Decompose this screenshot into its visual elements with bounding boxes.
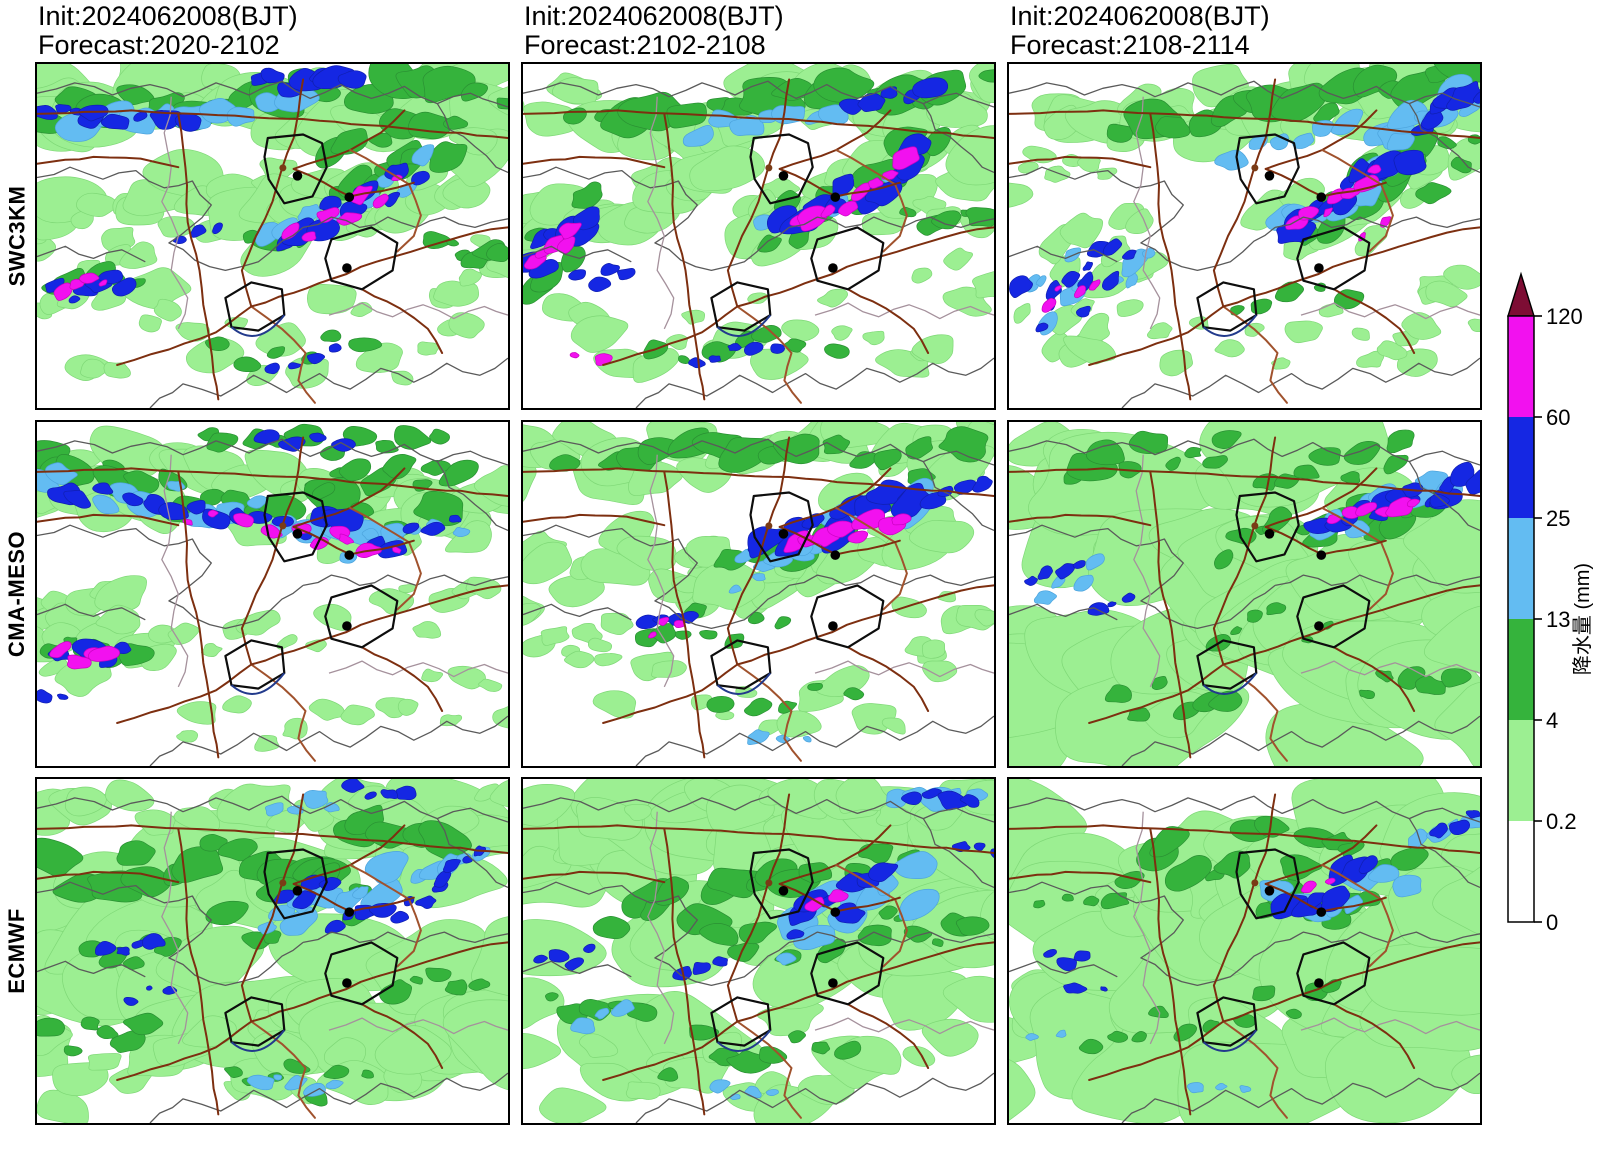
map-panel-cma-meso-2020-2102: [35, 420, 510, 768]
river-lines-layer: [37, 793, 508, 1119]
column-title-3: Init:2024062008(BJT) Forecast:2108-2114: [1010, 2, 1270, 60]
colorbar-tick-label: 25: [1546, 506, 1570, 531]
row-label-swc3km: SWC3KM: [4, 185, 29, 287]
map-panel-ecmwf-2102-2108: [521, 777, 996, 1125]
row-label-cma-meso: CMA-MESO: [4, 530, 29, 658]
colorbar-segments: [1508, 316, 1534, 922]
province-boundaries-layer: [523, 80, 994, 408]
init-label-3: Init:2024062008(BJT): [1010, 1, 1270, 31]
precip-layer: [37, 423, 508, 752]
colorbar-tick-label: 0: [1546, 910, 1558, 935]
province-boundaries-layer: [523, 795, 994, 1123]
colorbar-svg: 120 60 25 13 4 0.2 0 降水量 (mm): [1507, 271, 1594, 935]
colorbar-arrow: [1507, 271, 1535, 317]
station-dots-layer: [1251, 879, 1327, 988]
map-panel-cma-meso-2102-2108: [521, 420, 996, 768]
river-lines-layer: [523, 78, 994, 404]
forecast-label-3: Forecast:2108-2114: [1010, 30, 1250, 60]
province-boundaries-layer: [1009, 438, 1480, 766]
colorbar-tick-label: 120: [1546, 304, 1583, 329]
target-outlines-layer: [710, 491, 885, 695]
province-boundaries-layer: [1009, 80, 1480, 408]
target-outlines-layer: [1196, 491, 1371, 695]
map-panel-cma-meso-2108-2114: [1007, 420, 1482, 768]
province-boundaries-layer: [523, 438, 994, 766]
precip-layer: [523, 779, 994, 1123]
init-label-1: Init:2024062008(BJT): [38, 1, 298, 31]
station-dots-layer: [765, 879, 841, 988]
station-dots-layer: [279, 522, 355, 631]
colorbar-tick-label: 4: [1546, 708, 1558, 733]
column-title-1: Init:2024062008(BJT) Forecast:2020-2102: [38, 2, 298, 60]
station-dots-layer: [279, 879, 355, 988]
province-boundaries-layer: [37, 438, 508, 766]
row-label-box-1: SWC3KM: [0, 62, 34, 410]
river-lines-layer: [1009, 793, 1480, 1119]
map-svg: [37, 779, 508, 1123]
target-outlines-layer: [224, 848, 399, 1052]
province-boundaries-layer: [37, 80, 508, 408]
map-svg: [523, 779, 994, 1123]
river-lines-layer: [1009, 78, 1480, 404]
column-title-2: Init:2024062008(BJT) Forecast:2102-2108: [524, 2, 784, 60]
target-outlines-layer: [710, 848, 885, 1052]
colorbar: 120 60 25 13 4 0.2 0 降水量 (mm): [1490, 240, 1600, 970]
map-svg: [37, 64, 508, 408]
province-boundaries-layer: [1009, 795, 1480, 1123]
precip-layer: [1009, 779, 1480, 1123]
map-panel-swc3km-2020-2102: [35, 62, 510, 410]
station-dots-layer: [1251, 522, 1327, 631]
colorbar-title: 降水量 (mm): [1571, 563, 1594, 675]
station-dots-layer: [279, 164, 355, 273]
map-svg: [1009, 422, 1480, 766]
map-panel-ecmwf-2108-2114: [1007, 777, 1482, 1125]
river-lines-layer: [523, 793, 994, 1119]
target-outlines-layer: [1196, 848, 1371, 1052]
map-svg: [37, 422, 508, 766]
init-label-2: Init:2024062008(BJT): [524, 1, 784, 31]
row-label-ecmwf: ECMWF: [4, 908, 29, 994]
target-outlines-layer: [224, 491, 399, 695]
target-outlines-layer: [1196, 133, 1371, 337]
row-label-box-3: ECMWF: [0, 777, 34, 1125]
map-svg: [1009, 779, 1480, 1123]
row-label-box-2: CMA-MESO: [0, 420, 34, 768]
target-outlines-layer: [710, 133, 885, 337]
map-panel-swc3km-2102-2108: [521, 62, 996, 410]
station-dots-layer: [765, 164, 841, 273]
colorbar-tick-labels: 120 60 25 13 4 0.2 0: [1534, 304, 1583, 935]
map-svg: [1009, 64, 1480, 408]
colorbar-tick-label: 13: [1546, 607, 1570, 632]
province-boundaries-layer: [37, 795, 508, 1123]
station-dots-layer: [765, 522, 841, 631]
forecast-label-2: Forecast:2102-2108: [524, 30, 766, 60]
target-outlines-layer: [224, 133, 399, 337]
river-lines-layer: [523, 436, 994, 762]
station-dots-layer: [1251, 164, 1327, 273]
map-panel-swc3km-2108-2114: [1007, 62, 1482, 410]
forecast-label-1: Forecast:2020-2102: [38, 30, 280, 60]
map-panel-ecmwf-2020-2102: [35, 777, 510, 1125]
map-svg: [523, 422, 994, 766]
map-svg: [523, 64, 994, 408]
colorbar-tick-label: 60: [1546, 405, 1570, 430]
colorbar-tick-label: 0.2: [1546, 809, 1577, 834]
river-lines-layer: [1009, 436, 1480, 762]
